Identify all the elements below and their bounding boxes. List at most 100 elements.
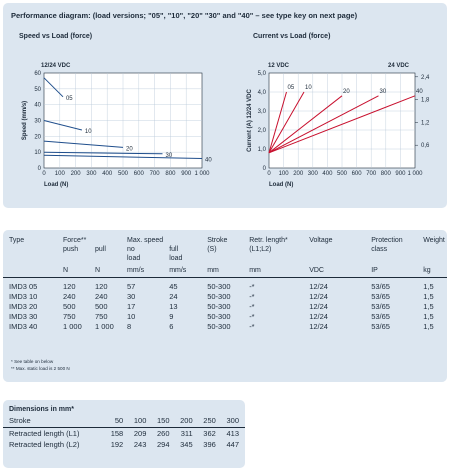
series-line: [43, 151, 163, 155]
series-line: [268, 95, 343, 154]
x-tick-label: 100: [55, 171, 66, 177]
cell: 50-300: [207, 322, 231, 331]
cell: 53/65: [371, 312, 390, 321]
x-tick-label: 600: [134, 171, 145, 177]
cell: 158: [106, 427, 130, 439]
dimensions-table: Stroke 50 100 150 200 250 300 Retracted …: [3, 415, 245, 450]
y-tick-label: 0: [38, 166, 42, 172]
row-label: Retracted length (L1): [3, 427, 107, 439]
unit-cell: mm: [201, 263, 244, 278]
cell: 50-300: [207, 302, 231, 311]
speed-chart-title: Speed vs Load (force): [19, 33, 93, 40]
header-push: push: [63, 246, 79, 253]
series-line: [43, 140, 124, 148]
header-protection: Protection class: [365, 236, 417, 263]
series-label: 10: [85, 129, 92, 135]
speed-chart-subtitle: 12/24 VDC: [41, 63, 71, 69]
cell: 17: [127, 302, 136, 311]
x-tick-label: 700: [366, 171, 377, 177]
y-tick-label: 60: [34, 71, 41, 77]
cell: -*: [249, 302, 255, 311]
note-1: * See table on below: [11, 359, 54, 364]
cell: 1,5: [423, 302, 434, 311]
header-retr-length: Retr. length* (L1;L2): [243, 236, 303, 263]
series-label: 40: [205, 158, 212, 164]
header-max-speed-no-load: Max. speed no load: [121, 236, 163, 263]
cell: 9: [169, 312, 174, 321]
cell: IMD3 30: [9, 312, 38, 321]
y-tick-label: 1,0: [258, 147, 267, 153]
cell: 192: [110, 440, 124, 449]
cell: 12/24: [309, 282, 328, 291]
x-tick-label: 900: [395, 171, 406, 177]
unit-cell: N: [89, 263, 121, 278]
cell: -*: [249, 322, 255, 331]
unit-cell: [3, 263, 57, 278]
cell: 500: [63, 302, 76, 311]
series-line: [268, 95, 379, 154]
y-tick-label: 2,0: [258, 128, 267, 134]
cell: 120: [63, 282, 76, 291]
series-label: 20: [343, 89, 350, 95]
y-axis-label: Speed (mm/s): [22, 101, 28, 140]
table-row: Retracted length (L2) 192 243 294 345 39…: [3, 439, 245, 450]
header-type: Type: [9, 237, 25, 244]
header-stroke-label: Stroke: [207, 237, 228, 244]
y-tick-label: 0: [263, 166, 267, 172]
x-tick-label: 500: [118, 171, 129, 177]
x-axis-label: Load (N): [269, 182, 293, 188]
x-tick-label: 400: [322, 171, 333, 177]
cell: 362: [198, 427, 222, 439]
series-line: [268, 91, 287, 153]
header-force-push: Force** push: [57, 236, 89, 263]
note-2: ** Max. static load is 2 500 N: [11, 366, 70, 371]
cell: 1,5: [423, 292, 434, 301]
cell: 12/24: [309, 302, 328, 311]
cell: 12/24: [309, 322, 328, 331]
unit-cell: mm/s: [121, 263, 164, 278]
header-full: full: [169, 246, 179, 253]
x-tick-label: 0: [267, 171, 271, 177]
unit-cell: mm: [243, 263, 304, 278]
header-retr-l1l2: (L1;L2): [249, 246, 272, 253]
stroke-value: 150: [157, 416, 170, 425]
dimensions-title: Dimensions in mm*: [9, 406, 74, 413]
series-label: 05: [288, 85, 295, 91]
x-tick-label: 200: [71, 171, 82, 177]
cell: 53/65: [371, 302, 390, 311]
cell: 240: [95, 292, 108, 301]
header-full-load-label: load: [169, 255, 183, 262]
series-label: 30: [166, 153, 173, 159]
current-chart-subtitle-left: 12 VDC: [268, 63, 290, 69]
specifications-table: Type Force** push pull Max. speed no load f…: [3, 236, 447, 332]
cell: 8: [127, 322, 132, 331]
cell: 311: [175, 427, 199, 439]
cell: 447: [226, 440, 239, 449]
header-no-load: load: [127, 255, 141, 262]
cell: 240: [63, 292, 76, 301]
table-row: IMD3 30 750 750 10 9 50-300 -* 12/24 53/65 1,5: [3, 312, 447, 322]
cell: 1,5: [423, 312, 434, 321]
stroke-value: 100: [133, 416, 147, 425]
series-line: [43, 77, 64, 98]
header-retr-label: Retr. length*: [249, 237, 288, 244]
header-max-speed: Max. speed: [127, 237, 164, 244]
cell: 12/24: [309, 292, 328, 301]
cell: IMD3 40: [9, 322, 38, 331]
performance-panel: Performance diagram: (load versions; "05…: [3, 3, 447, 208]
cell: 1 000: [63, 322, 82, 331]
x-tick-label: 800: [381, 171, 392, 177]
header-protection-class: class: [371, 246, 388, 253]
header-force: Force**: [63, 237, 87, 244]
table-row: IMD3 10 240 240 30 24 50-300 -* 12/24 53/65 1,5: [3, 292, 447, 302]
y-tick-label: 5,0: [258, 71, 267, 77]
table-row: IMD3 40 1 000 1 000 8 6 50-300 -* 12/24 53/65 1,5: [3, 322, 447, 332]
cell: 345: [180, 440, 193, 449]
table-row: IMD3 05 120 120 57 45 50-300 -* 12/24 53/65 1,5: [3, 278, 447, 293]
y-tick-label: 10: [34, 150, 41, 156]
y2-tick-label: 0,6: [421, 143, 430, 149]
cell: 24: [169, 292, 178, 301]
x-tick-label: 800: [165, 171, 176, 177]
series-line: [268, 95, 416, 154]
